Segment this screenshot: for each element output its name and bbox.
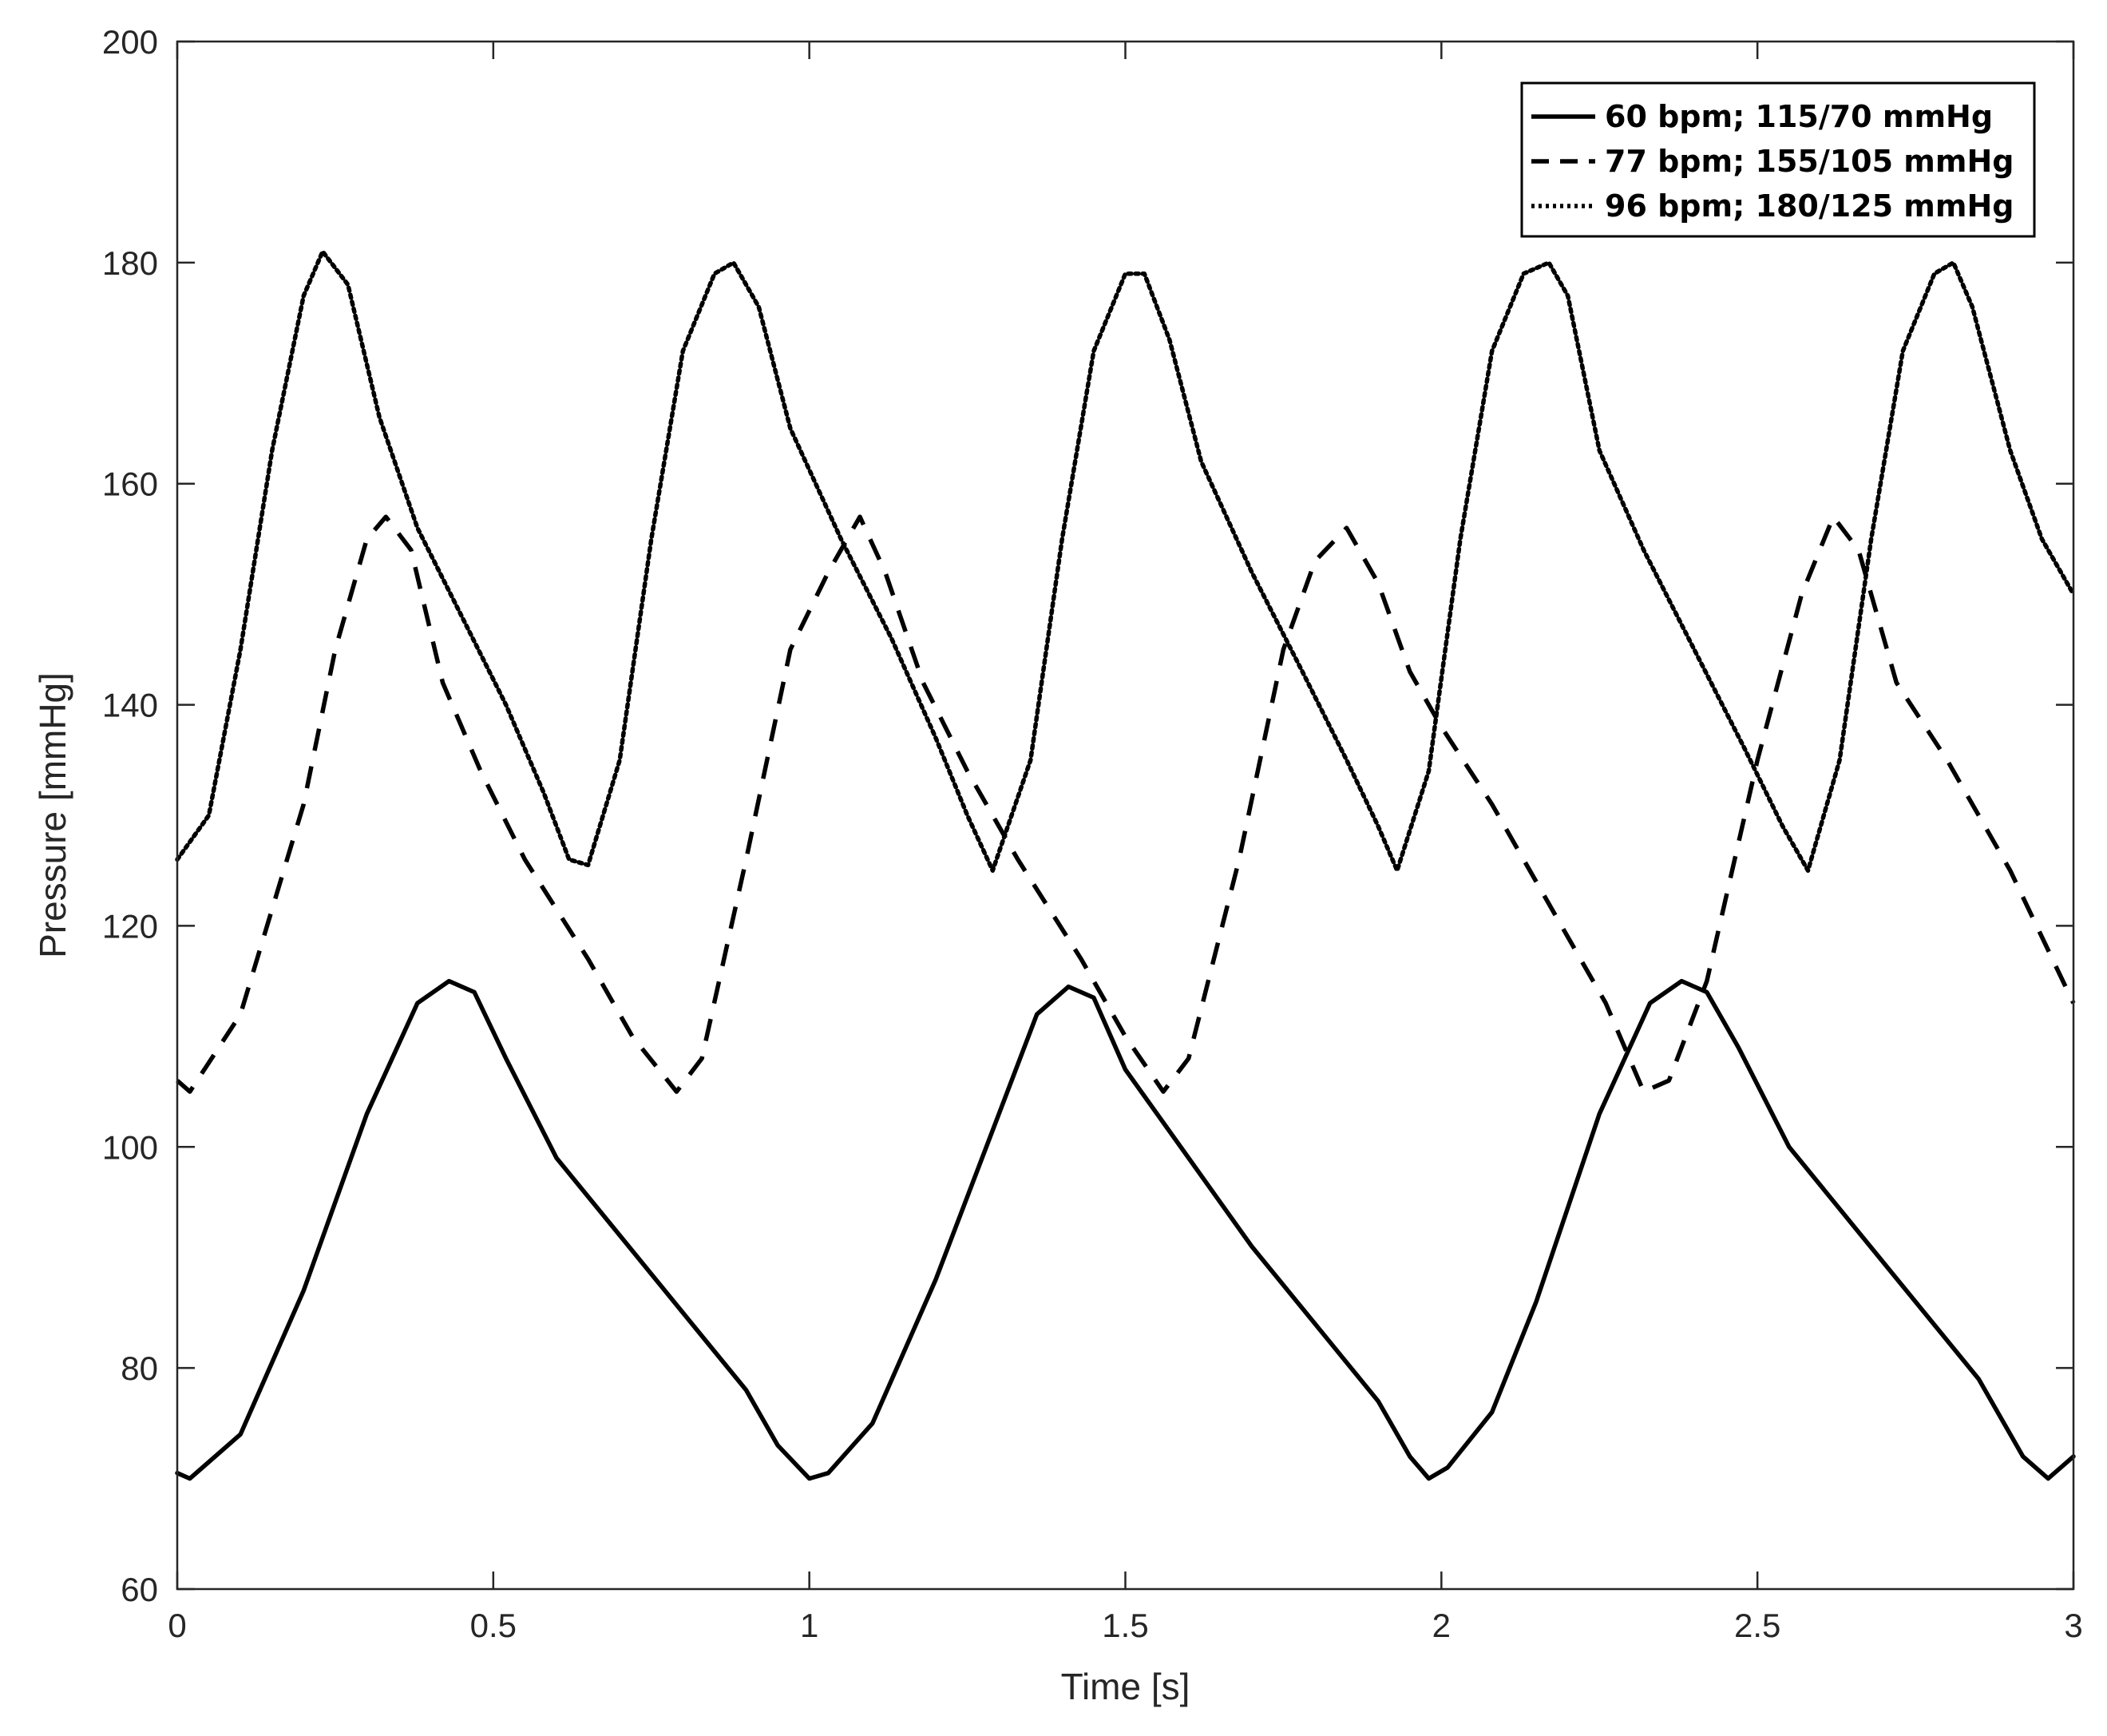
x-tick-label: 0 [168,1607,186,1644]
x-tick-label: 2.5 [1734,1607,1780,1644]
series-line-3 [175,249,2076,873]
series-layer [175,249,2076,1481]
legend-label-2: 77 bpm; 155/105 mmHg [1605,144,2014,179]
x-axis-label: Time [s] [1061,1666,1190,1707]
series-line-1 [175,978,2076,1481]
legend-label-1: 60 bpm; 115/70 mmHg [1605,99,1993,134]
series-line-2 [176,514,2076,1094]
x-tick-label: 0.5 [470,1607,517,1644]
x-tick-label: 2 [1432,1607,1451,1644]
x-tick-label: 1.5 [1102,1607,1148,1644]
y-tick-label: 200 [102,23,158,61]
ticks-layer: 0 0.5 1 1.5 2 2.5 3 60 80 100 120 140 160 180 200 [102,23,2083,1644]
x-tick-label: 3 [2064,1607,2082,1644]
y-axis-label: Pressure [mmHg] [32,672,73,958]
legend: 60 bpm; 115/70 mmHg 77 bpm; 155/105 mmHg 9… [1520,81,2036,238]
y-tick-label: 180 [102,244,158,282]
y-tick-label: 60 [121,1571,158,1608]
y-tick-label: 120 [102,907,158,945]
legend-box [1520,81,2036,238]
y-tick-label: 80 [121,1350,158,1387]
x-tick-label: 1 [800,1607,818,1644]
legend-label-3: 96 bpm; 180/125 mmHg [1605,188,2014,224]
y-tick-label: 140 [102,687,158,724]
y-tick-label: 160 [102,466,158,503]
y-tick-label: 100 [102,1128,158,1166]
